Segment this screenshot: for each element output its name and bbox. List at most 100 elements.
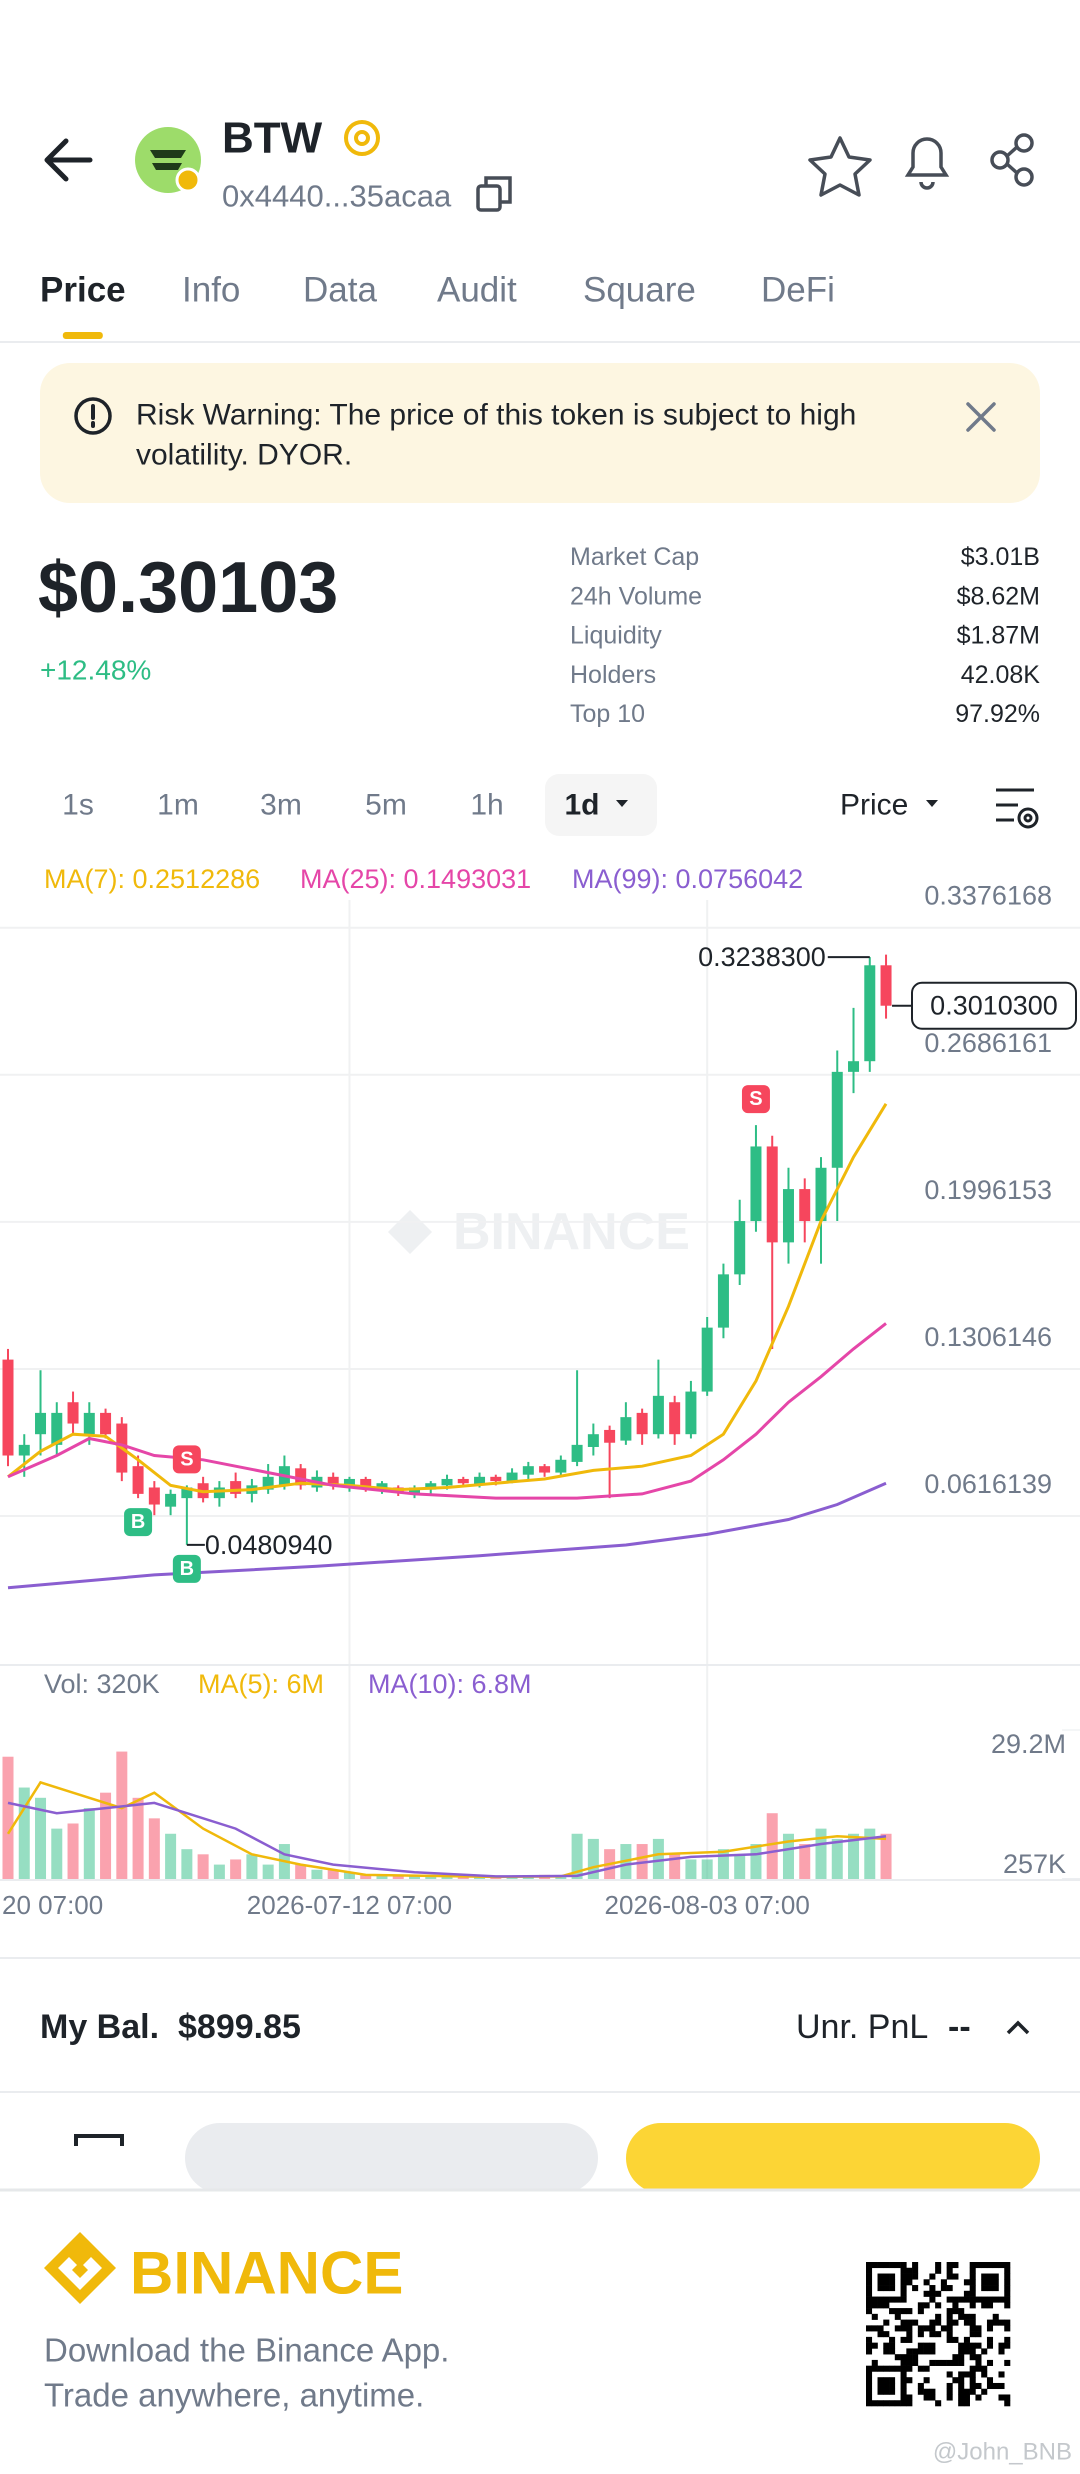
qr-cell [917,2308,924,2315]
share-button[interactable] [990,133,1034,187]
qr-cell [866,2290,873,2297]
qr-cell [935,2319,942,2326]
action-button[interactable] [185,2123,598,2193]
qr-cell [866,2382,873,2390]
qr-cell [963,2319,970,2326]
chart-settings-button[interactable] [996,788,1039,829]
qr-cell [981,2279,988,2286]
candle-body [766,1146,778,1243]
qr-cell [900,2336,907,2343]
alert-button[interactable] [904,137,950,190]
price-mode[interactable]: Price [840,789,908,822]
qr-cell [958,2400,965,2407]
qr-cell [877,2325,884,2332]
qr-cell [877,2285,884,2292]
tab[interactable]: DeFi [761,271,835,310]
qr-cell [1004,2267,1011,2274]
qr-cell [946,2371,953,2378]
qr-cell [889,2377,896,2384]
qr-cell [889,2273,896,2280]
interval[interactable]: 1s [62,789,94,822]
candle-body [587,1434,599,1447]
action-button[interactable] [626,2123,1040,2193]
interval[interactable]: 3m [260,789,302,822]
qr-cell [1004,2400,1011,2407]
tab[interactable]: Info [182,271,240,310]
stat-label: Top 10 [570,700,645,728]
qr-cell [946,2388,953,2395]
candle-body [815,1167,827,1222]
tab[interactable]: Square [583,271,696,310]
tab[interactable]: Data [303,271,377,310]
token-symbol: BTW [222,114,323,163]
qr-cell [889,2365,896,2372]
volume-bar [799,1844,811,1880]
qr-cell [912,2354,919,2361]
qr-cell [969,2319,976,2326]
qr-cell [866,2371,873,2378]
qr-cell [883,2348,890,2355]
risk-warning-text: Risk Warning: The price of this token is… [136,399,856,432]
qr-cell [935,2262,942,2269]
interval[interactable]: 1h [470,789,503,822]
interval[interactable]: 1m [157,789,199,822]
qr-cell [981,2285,988,2292]
volume-bar [734,1854,746,1880]
candle-body [181,1487,193,1499]
qr-cell [946,2382,953,2390]
qr-cell [986,2296,994,2303]
qr-cell [889,2400,896,2407]
qr-cell [940,2359,947,2366]
qr-cell [952,2262,959,2269]
tab[interactable]: Audit [437,271,517,310]
qr-cell [877,2262,884,2269]
qr-cell [963,2348,970,2355]
expand-caret[interactable] [1006,2020,1030,2035]
qr-cell [998,2394,1005,2401]
qr-cell [923,2302,930,2309]
price-tag-label: 0.3010300 [930,991,1058,1021]
qr-cell [935,2359,942,2366]
candle-body [343,1478,355,1486]
qr-cell [923,2365,930,2372]
qr-cell [963,2279,970,2286]
interval[interactable]: 5m [365,789,407,822]
qr-cell [889,2388,896,2395]
qr-cell [906,2267,913,2274]
qr-cell [900,2262,907,2269]
qr-cell [946,2359,953,2366]
qr-cell [935,2302,942,2309]
qr-cell [981,2302,988,2309]
qr-cell [877,2377,884,2384]
back-button[interactable] [44,138,93,182]
qr-cell [935,2290,942,2297]
qr-cell [1004,2325,1011,2332]
favorite-button[interactable] [808,136,872,197]
qr-cell [917,2325,924,2332]
balance-label: My Bal. [40,2008,159,2046]
candle-body [409,1487,420,1494]
volume-bar [2,1756,14,1880]
volume-bar [474,1876,486,1880]
qr-cell [940,2285,947,2292]
qr-cell [929,2285,936,2292]
ma-line [7,1481,887,1590]
qr-cell [952,2308,959,2315]
qr-cell [946,2394,953,2401]
volume-bar [100,1792,112,1880]
qr-cell [975,2331,982,2338]
qr-cell [883,2382,890,2390]
candle-body [490,1476,502,1482]
qr-cell [958,2342,965,2349]
qr-cell [1004,2285,1011,2292]
qr-cell [981,2262,988,2269]
tab[interactable]: Price [40,271,126,310]
qr-cell [940,2325,947,2332]
interval[interactable]: 1d [564,789,599,822]
candle-body [213,1487,225,1499]
qr-cell [900,2325,907,2332]
copy-button[interactable] [476,176,512,212]
more-button[interactable] [74,2134,124,2146]
close-warning-button[interactable] [966,402,996,432]
qr-cell [981,2365,988,2372]
